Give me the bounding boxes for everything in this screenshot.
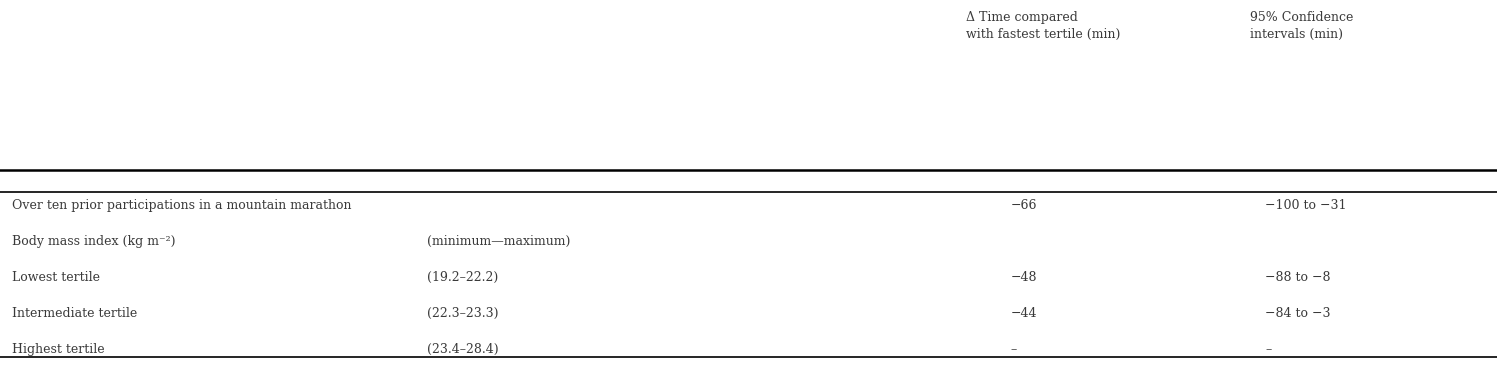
Text: −100 to −31: −100 to −31: [1265, 199, 1346, 213]
Text: Intermediate tertile: Intermediate tertile: [12, 307, 138, 320]
Text: Body mass index (kg m⁻²): Body mass index (kg m⁻²): [12, 235, 175, 249]
Text: −66: −66: [1010, 199, 1037, 213]
Text: −48: −48: [1010, 271, 1037, 284]
Text: Highest tertile: Highest tertile: [12, 343, 105, 356]
Text: (minimum—maximum): (minimum—maximum): [427, 235, 570, 249]
Text: (23.4–28.4): (23.4–28.4): [427, 343, 499, 356]
Text: Over ten prior participations in a mountain marathon: Over ten prior participations in a mount…: [12, 199, 352, 213]
Text: −88 to −8: −88 to −8: [1265, 271, 1331, 284]
Text: –: –: [1010, 343, 1016, 356]
Text: 95% Confidence
intervals (min): 95% Confidence intervals (min): [1250, 11, 1353, 41]
Text: −44: −44: [1010, 307, 1037, 320]
Text: (22.3–23.3): (22.3–23.3): [427, 307, 499, 320]
Text: (19.2–22.2): (19.2–22.2): [427, 271, 499, 284]
Text: Lowest tertile: Lowest tertile: [12, 271, 100, 284]
Text: −84 to −3: −84 to −3: [1265, 307, 1331, 320]
Text: –: –: [1265, 343, 1271, 356]
Text: Δ Time compared
with fastest tertile (min): Δ Time compared with fastest tertile (mi…: [966, 11, 1120, 41]
